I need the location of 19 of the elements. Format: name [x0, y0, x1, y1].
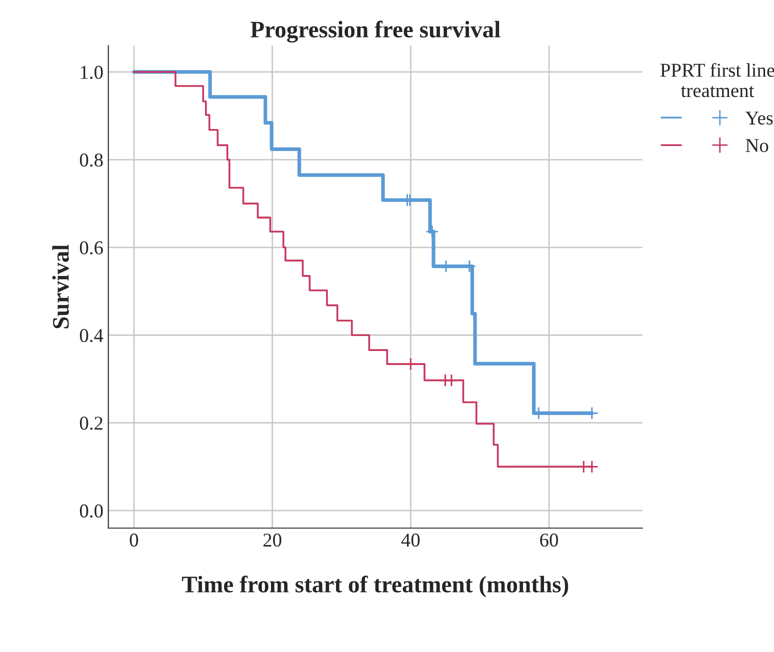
point: [404, 358, 418, 371]
y-tick-label: 0.4: [80, 328, 104, 342]
legend-title: PPRT first line treatment: [660, 62, 774, 98]
y-tick-label: 0.2: [80, 416, 102, 430]
x-tick-label: 0: [130, 534, 138, 547]
y-tick-label: 0.8: [80, 153, 103, 167]
y-tick-label: 0.6: [80, 241, 103, 254]
x-axis-title: Time from start of treatment (months): [182, 576, 568, 598]
x-tick-label: 60: [540, 534, 558, 547]
y-axis-title: Survival: [52, 244, 69, 328]
point: [444, 374, 458, 387]
x-tick-label: 20: [263, 534, 282, 547]
x-tick-label: 40: [401, 534, 420, 547]
legend-label: No: [746, 139, 768, 152]
y-tick-label: 0.0: [80, 504, 103, 518]
y-tick-label: 1.0: [80, 66, 103, 79]
chart-title: Progression free survival: [250, 20, 500, 43]
point: [426, 225, 439, 238]
legend-label: Yes: [745, 112, 773, 125]
